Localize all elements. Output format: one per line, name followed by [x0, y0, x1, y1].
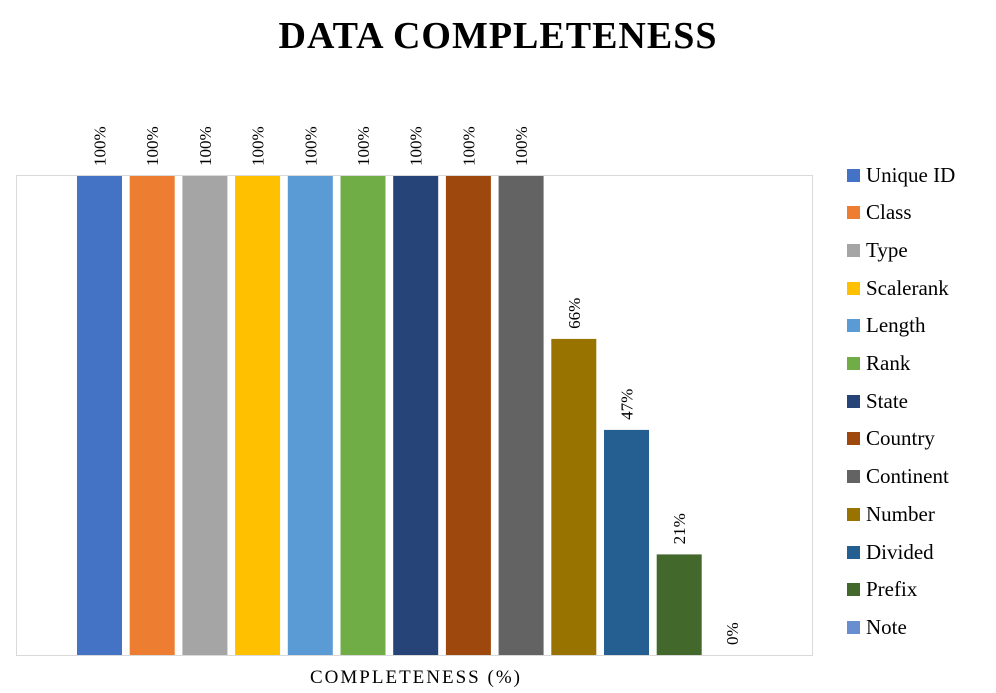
legend-label: Country [866, 426, 935, 451]
legend-swatch [847, 470, 860, 484]
bar-class [129, 176, 175, 655]
legend-item-scalerank: Scalerank [847, 275, 949, 301]
legend-item-continent: Continent [847, 464, 949, 490]
legend-item-number: Number [847, 501, 935, 527]
legend-swatch [847, 319, 860, 333]
bar-type [182, 176, 228, 655]
data-label-prefix: 21% [670, 513, 689, 544]
legend-label: Scalerank [866, 275, 949, 300]
legend-item-note: Note [847, 614, 907, 640]
legend-swatch [847, 357, 860, 370]
legend-item-country: Country [847, 426, 935, 452]
legend-item-type: Type [847, 237, 908, 263]
bar-continent [498, 176, 544, 655]
data-label-number: 66% [565, 298, 584, 329]
legend-item-length: Length [847, 313, 925, 339]
data-label-scalerank: 100% [249, 126, 268, 166]
legend-swatch [847, 620, 860, 634]
legend-label: Note [866, 614, 907, 639]
data-label-continent: 100% [512, 126, 531, 166]
legend-item-divided: Divided [847, 539, 934, 565]
legend-swatch [847, 583, 860, 597]
legend-item-class: Class [847, 200, 912, 226]
legend-swatch [847, 206, 860, 220]
legend-item-state: State [847, 388, 908, 414]
chart-title: DATA COMPLETENESS [278, 15, 718, 57]
legend-item-rank: Rank [847, 351, 910, 377]
bar-divided [604, 429, 649, 655]
legend-label: Type [866, 237, 908, 262]
x-axis-label: COMPLETENESS (%) [310, 667, 522, 688]
bar-rank [340, 176, 386, 655]
data-label-country: 100% [459, 126, 478, 166]
legend-label: Class [866, 200, 912, 225]
legend-item-prefix: Prefix [847, 577, 917, 603]
data-label-length: 100% [301, 126, 320, 166]
data-label-type: 100% [196, 126, 215, 166]
legend-swatch [847, 432, 860, 446]
legend-swatch [847, 168, 860, 182]
legend-swatch [847, 507, 860, 521]
data-label-rank: 100% [354, 126, 373, 166]
legend-label: Length [866, 313, 926, 338]
data-label-unique-id: 100% [91, 126, 110, 166]
legend-label: State [866, 388, 908, 413]
bar-unique-id [77, 176, 122, 655]
bar-country [445, 176, 491, 655]
data-label-class: 100% [143, 126, 162, 166]
legend-label: Rank [866, 351, 911, 375]
legend-swatch [847, 394, 860, 408]
data-label-divided: 47% [618, 389, 637, 420]
bar-number [551, 338, 597, 655]
plot-area-border [16, 175, 813, 656]
legend-label: Prefix [866, 577, 918, 602]
legend-label: Unique ID [866, 162, 956, 187]
legend-item-unique-id: Unique ID [847, 162, 955, 188]
bar-prefix [656, 554, 702, 655]
legend-label: Divided [866, 539, 934, 564]
bar-state [393, 176, 439, 655]
bar-scalerank [235, 176, 281, 655]
bar-length [287, 176, 333, 655]
legend-swatch [847, 281, 860, 295]
legend-label: Continent [866, 464, 949, 489]
data-label-state: 100% [407, 126, 426, 166]
legend-swatch [847, 243, 860, 257]
legend-label: Number [866, 501, 935, 526]
data-label-note: 0% [723, 622, 742, 645]
legend-swatch [847, 545, 860, 559]
